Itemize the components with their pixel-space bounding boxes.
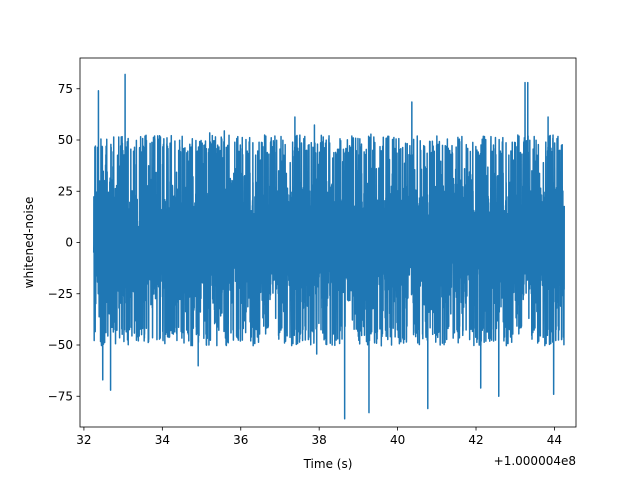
- plot-area: [92, 73, 565, 420]
- x-axis: 32 34 36 38 40 42 44: [76, 427, 562, 447]
- y-tick-label: −75: [48, 389, 73, 403]
- x-tick-label: 44: [547, 433, 562, 447]
- y-tick-label: 50: [58, 133, 73, 147]
- x-tick-label: 42: [468, 433, 483, 447]
- y-tick-label: 25: [58, 184, 73, 198]
- y-tick-label: −25: [48, 287, 73, 301]
- y-axis: −75 −50 −25 0 25 50 75: [48, 82, 80, 403]
- x-axis-label: Time (s): [303, 457, 353, 471]
- x-tick-label: 36: [233, 433, 248, 447]
- y-tick-label: −50: [48, 338, 73, 352]
- x-tick-label: 40: [390, 433, 405, 447]
- x-tick-label: 34: [155, 433, 170, 447]
- x-tick-label: 32: [76, 433, 91, 447]
- y-axis-label: whitened-noise: [22, 197, 36, 289]
- x-offset-label: +1.000004e8: [494, 454, 576, 468]
- series-line: [92, 73, 565, 420]
- x-tick-label: 38: [312, 433, 327, 447]
- y-tick-label: 0: [65, 236, 73, 250]
- y-tick-label: 75: [58, 82, 73, 96]
